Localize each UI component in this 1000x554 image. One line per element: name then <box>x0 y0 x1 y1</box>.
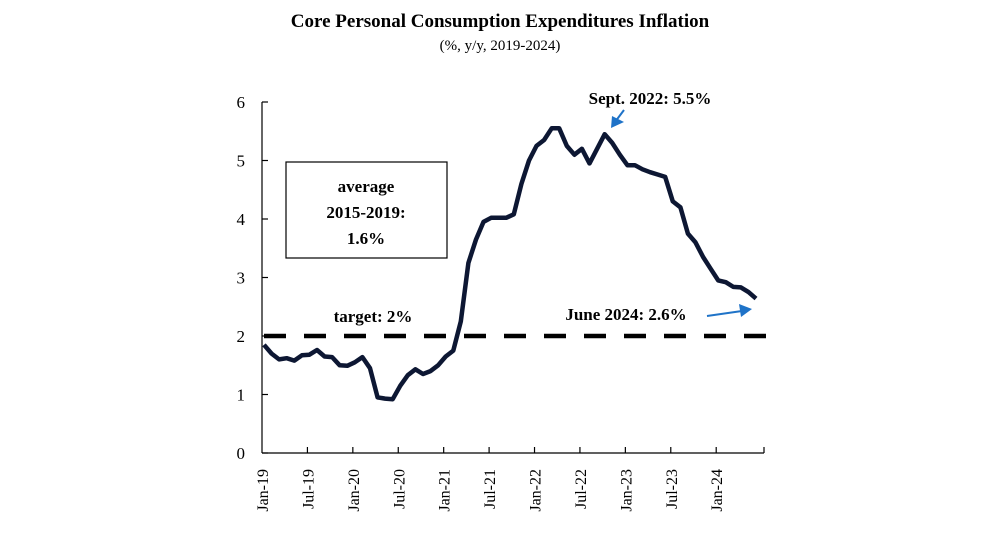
x-tick-label: Jan-21 <box>437 469 454 512</box>
y-tick-label: 5 <box>237 152 246 171</box>
x-tick-label: Jan-23 <box>618 469 635 512</box>
x-tick-label: Jan-20 <box>346 469 363 512</box>
y-tick-label: 2 <box>237 327 246 346</box>
y-tick-label: 3 <box>237 269 246 288</box>
peak-annotation: Sept. 2022: 5.5% <box>589 89 712 108</box>
x-tick-label: Jul-23 <box>664 469 681 509</box>
average-label-3: 1.6% <box>347 229 385 248</box>
x-tick-label: Jan-19 <box>255 469 272 512</box>
average-box <box>285 161 448 259</box>
y-tick-label: 0 <box>237 444 246 463</box>
chart-subtitle: (%, y/y, 2019-2024) <box>440 38 561 54</box>
x-tick-label: Jan-22 <box>528 469 545 512</box>
average-label-1: average <box>338 177 395 196</box>
y-tick-label: 4 <box>237 210 246 229</box>
peak-arrow <box>611 109 625 128</box>
x-tick-label: Jul-20 <box>391 469 408 509</box>
y-tick-label: 6 <box>237 93 246 112</box>
target-label: target: 2% <box>334 307 413 326</box>
y-tick-label: 1 <box>237 386 246 405</box>
x-tick-label: Jan-24 <box>709 469 726 512</box>
average-label-2: 2015-2019: <box>326 203 405 222</box>
x-tick-label: Jul-22 <box>573 469 590 509</box>
june-arrow <box>706 304 752 317</box>
x-tick-label: Jul-21 <box>482 469 499 509</box>
june-annotation: June 2024: 2.6% <box>565 305 686 324</box>
chart-title: Core Personal Consumption Expenditures I… <box>291 11 710 32</box>
series-line <box>262 126 758 402</box>
x-tick-label: Jul-19 <box>300 469 317 509</box>
